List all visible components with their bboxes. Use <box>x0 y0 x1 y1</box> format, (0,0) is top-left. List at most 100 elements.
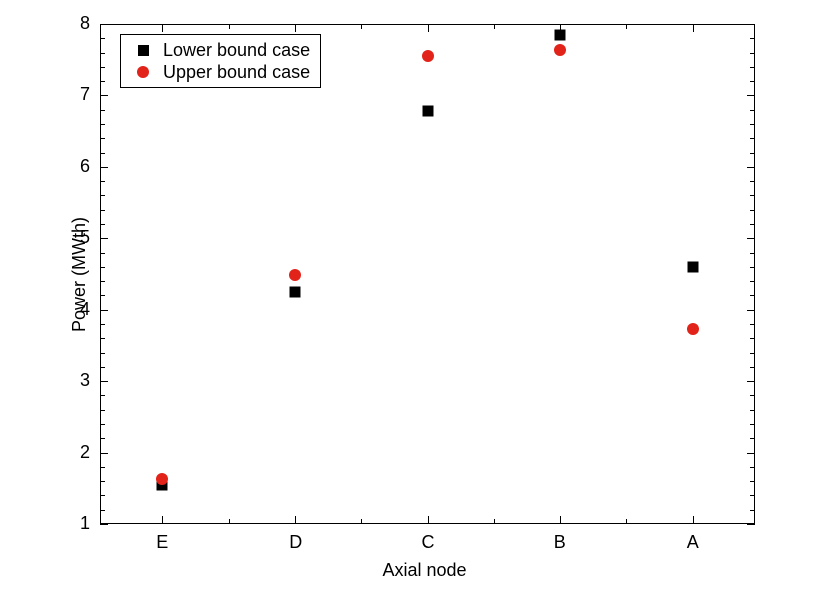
x-minor-tick <box>361 519 362 524</box>
y-minor-tick <box>750 395 755 396</box>
y-minor-tick <box>750 481 755 482</box>
y-minor-tick <box>750 281 755 282</box>
y-minor-tick <box>100 367 105 368</box>
y-minor-tick <box>750 324 755 325</box>
x-tick <box>428 24 429 32</box>
plot-area <box>100 24 755 524</box>
y-minor-tick <box>100 324 105 325</box>
y-tick <box>747 24 755 25</box>
y-tick <box>100 24 108 25</box>
legend-marker-square-icon <box>129 45 157 56</box>
y-minor-tick <box>750 124 755 125</box>
y-tick <box>100 524 108 525</box>
y-minor-tick <box>100 38 105 39</box>
y-tick <box>747 310 755 311</box>
x-tick <box>162 24 163 32</box>
data-point-upper <box>422 50 434 62</box>
data-point-upper <box>554 44 566 56</box>
y-minor-tick <box>750 53 755 54</box>
y-tick-label: 8 <box>80 13 90 34</box>
y-minor-tick <box>100 138 105 139</box>
x-tick <box>693 24 694 32</box>
y-minor-tick <box>100 153 105 154</box>
y-tick <box>100 453 108 454</box>
y-tick-label: 3 <box>80 370 90 391</box>
legend-item-upper: Upper bound case <box>129 61 310 83</box>
y-tick <box>100 95 108 96</box>
y-minor-tick <box>750 495 755 496</box>
y-tick-label: 5 <box>80 227 90 248</box>
y-minor-tick <box>750 353 755 354</box>
data-point-lower <box>687 261 698 272</box>
y-tick <box>747 381 755 382</box>
y-minor-tick <box>750 295 755 296</box>
data-point-upper <box>687 323 699 335</box>
x-tick <box>295 516 296 524</box>
x-minor-tick <box>626 519 627 524</box>
y-minor-tick <box>100 467 105 468</box>
y-minor-tick <box>100 438 105 439</box>
y-tick-label: 4 <box>80 299 90 320</box>
y-minor-tick <box>100 81 105 82</box>
y-minor-tick <box>100 295 105 296</box>
y-minor-tick <box>100 267 105 268</box>
y-tick <box>100 310 108 311</box>
y-minor-tick <box>750 81 755 82</box>
y-minor-tick <box>750 267 755 268</box>
power-axial-chart: Power (MWth) Axial node Lower bound case… <box>0 0 838 615</box>
y-minor-tick <box>750 181 755 182</box>
x-tick <box>295 24 296 32</box>
y-minor-tick <box>100 495 105 496</box>
y-minor-tick <box>100 210 105 211</box>
y-minor-tick <box>750 138 755 139</box>
y-minor-tick <box>100 224 105 225</box>
data-point-lower <box>290 286 301 297</box>
y-minor-tick <box>750 438 755 439</box>
y-minor-tick <box>100 510 105 511</box>
y-minor-tick <box>100 195 105 196</box>
legend-item-lower: Lower bound case <box>129 39 310 61</box>
y-tick <box>100 238 108 239</box>
legend-label-upper: Upper bound case <box>157 62 310 83</box>
y-minor-tick <box>750 467 755 468</box>
y-tick-label: 2 <box>80 442 90 463</box>
x-tick-label: E <box>156 532 168 553</box>
legend-label-lower: Lower bound case <box>157 40 310 61</box>
data-point-lower <box>554 29 565 40</box>
x-tick-label: A <box>687 532 699 553</box>
y-minor-tick <box>750 224 755 225</box>
x-minor-tick <box>494 519 495 524</box>
y-minor-tick <box>750 253 755 254</box>
y-minor-tick <box>750 338 755 339</box>
y-minor-tick <box>100 353 105 354</box>
x-minor-tick <box>229 519 230 524</box>
y-tick-label: 1 <box>80 513 90 534</box>
data-point-lower <box>422 106 433 117</box>
x-tick <box>428 516 429 524</box>
y-minor-tick <box>100 253 105 254</box>
x-minor-tick <box>361 24 362 29</box>
y-minor-tick <box>750 38 755 39</box>
y-tick <box>747 453 755 454</box>
y-tick <box>747 238 755 239</box>
y-minor-tick <box>100 410 105 411</box>
data-point-upper <box>156 473 168 485</box>
y-tick-label: 7 <box>80 84 90 105</box>
x-axis-label: Axial node <box>383 560 467 581</box>
x-tick-label: C <box>422 532 435 553</box>
y-minor-tick <box>100 124 105 125</box>
x-tick <box>560 516 561 524</box>
y-tick <box>100 167 108 168</box>
y-minor-tick <box>750 410 755 411</box>
y-minor-tick <box>100 110 105 111</box>
y-minor-tick <box>100 53 105 54</box>
y-minor-tick <box>750 210 755 211</box>
x-minor-tick <box>229 24 230 29</box>
y-tick <box>747 95 755 96</box>
y-minor-tick <box>100 67 105 68</box>
x-minor-tick <box>494 24 495 29</box>
y-minor-tick <box>750 195 755 196</box>
x-tick <box>162 516 163 524</box>
y-minor-tick <box>750 367 755 368</box>
y-minor-tick <box>100 424 105 425</box>
